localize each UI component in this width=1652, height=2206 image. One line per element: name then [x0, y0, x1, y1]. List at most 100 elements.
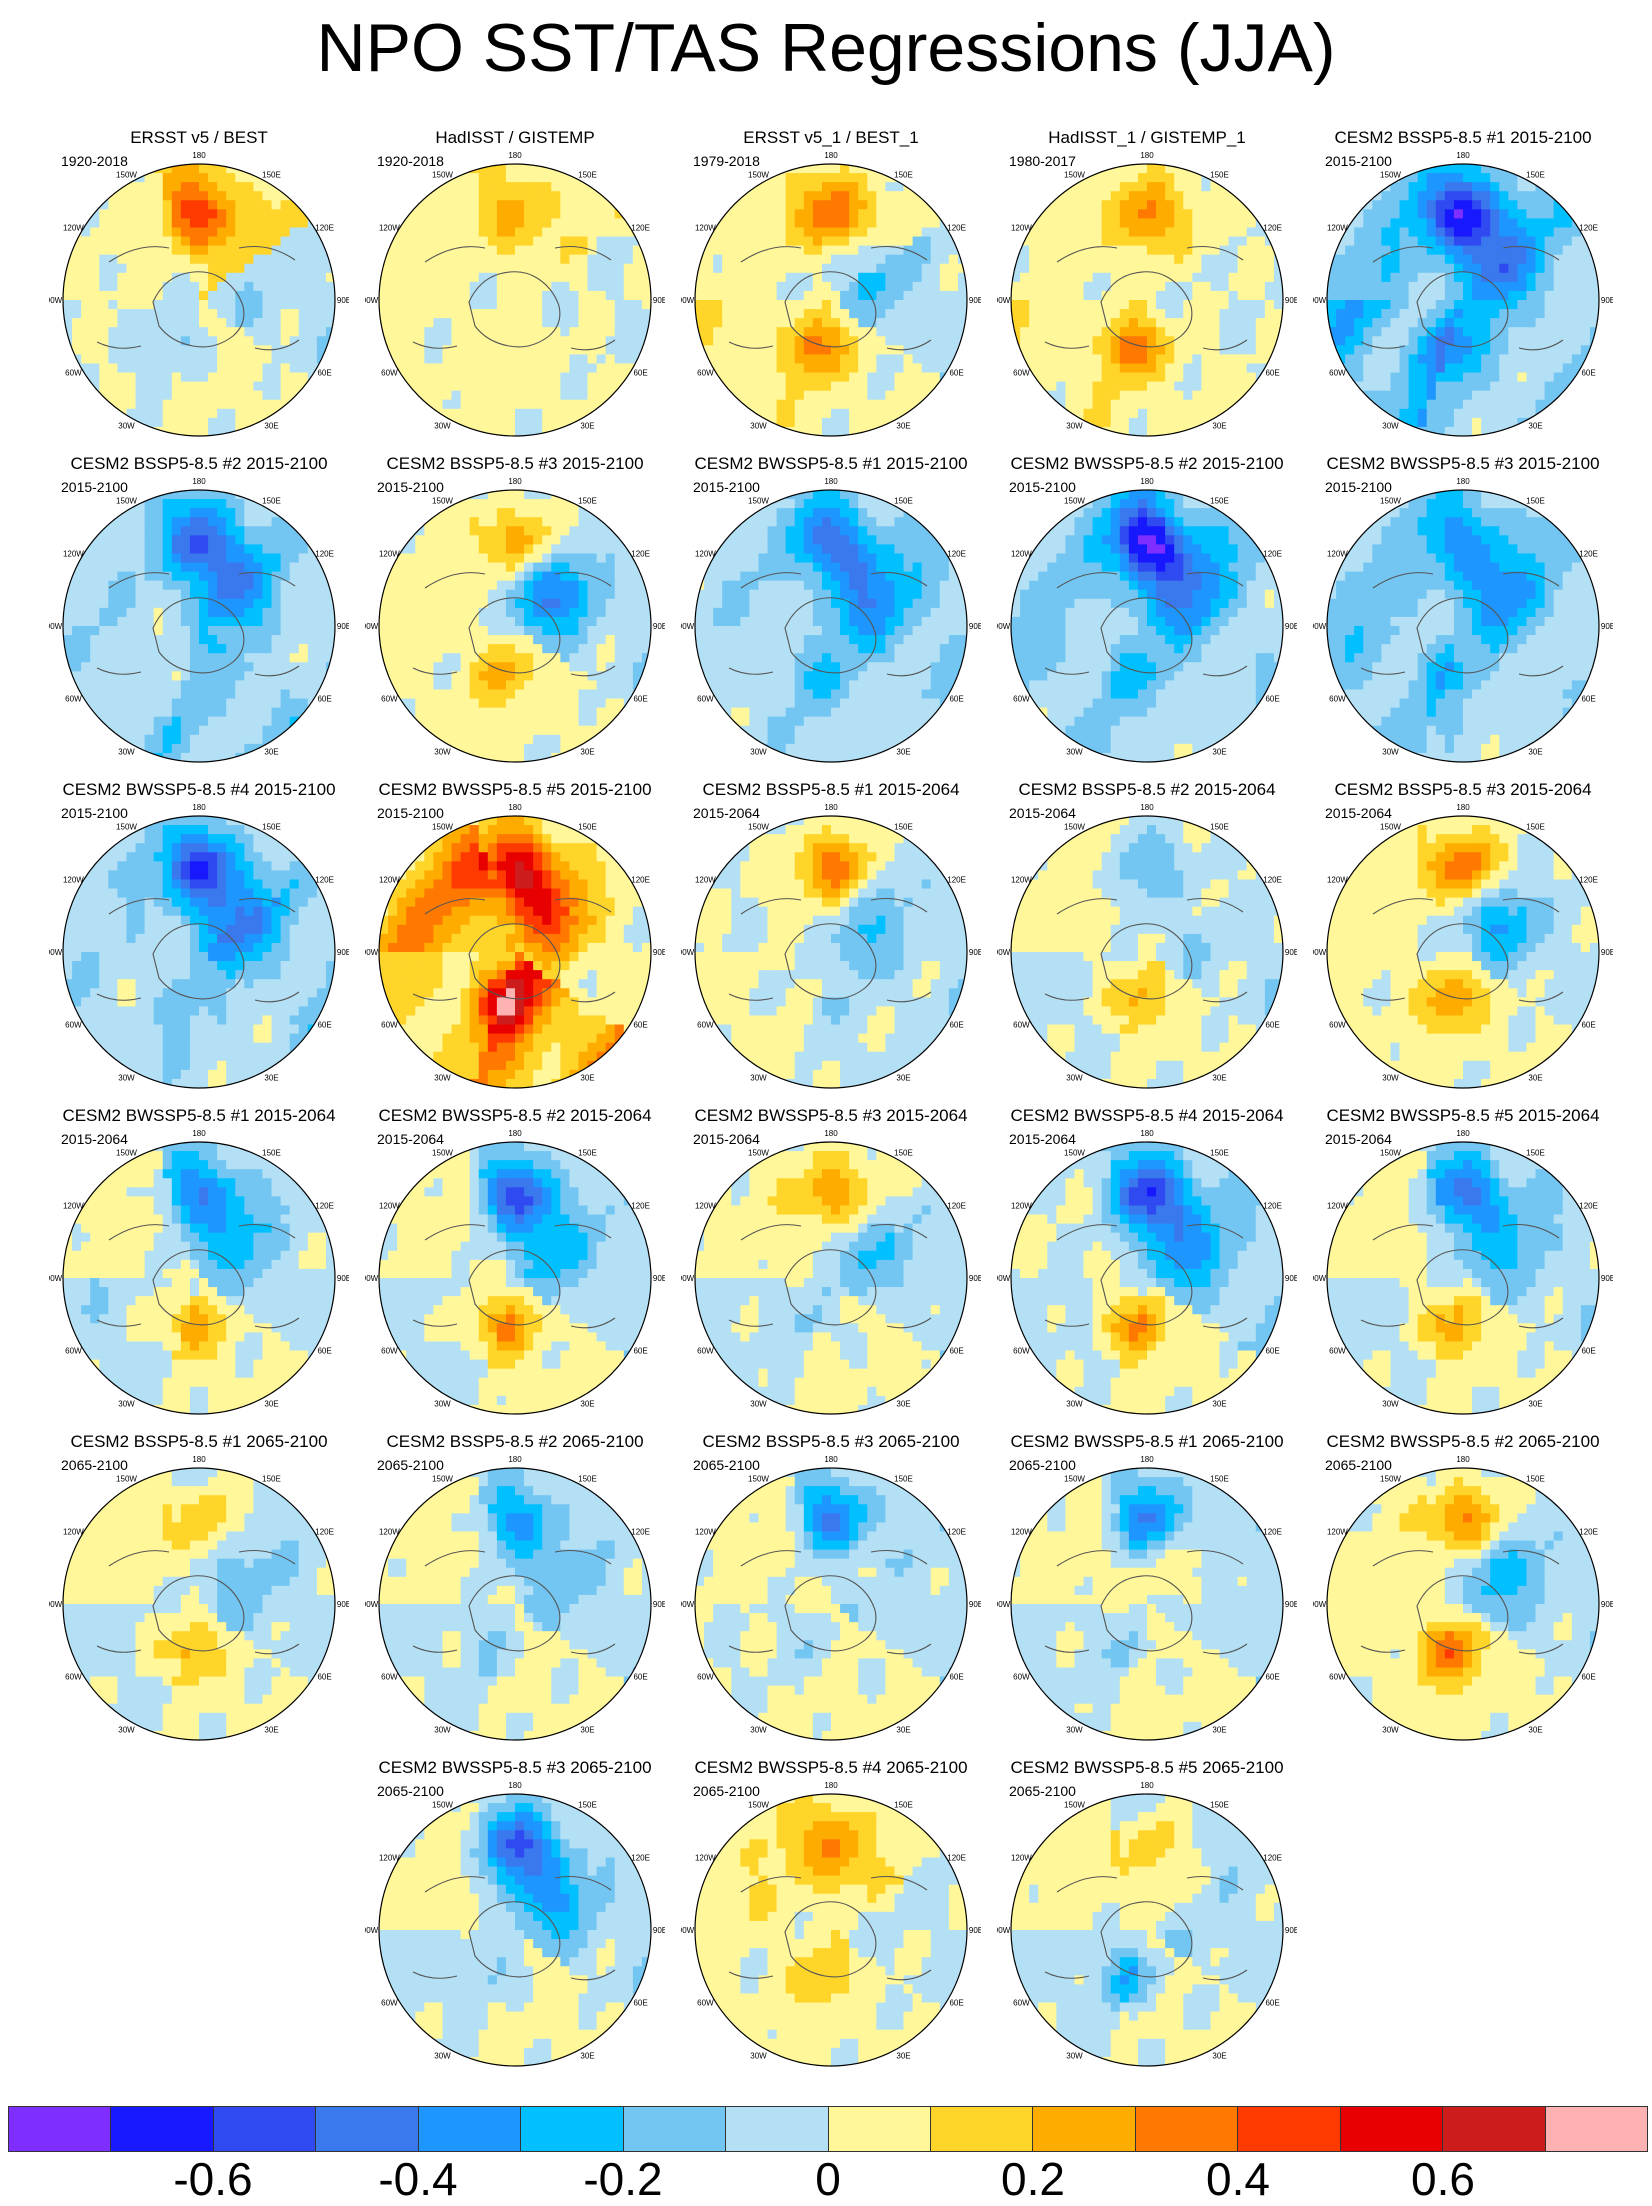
longitude-label: 120E	[1263, 1528, 1282, 1537]
anomaly-field	[695, 1142, 967, 1414]
longitude-label: 60E	[1581, 369, 1595, 378]
map-outline	[1010, 815, 1284, 1089]
panel-title: CESM2 BSSP5-8.5 #1 2015-2064	[681, 780, 981, 800]
longitude-label: 60E	[1265, 369, 1279, 378]
colorbar	[8, 2106, 1648, 2152]
longitude-label: 120W	[379, 1528, 400, 1537]
longitude-label: 150E	[1526, 822, 1545, 831]
longitude-label: 90E	[1601, 622, 1613, 631]
longitude-label: 120E	[315, 876, 334, 885]
map-panel: CESM2 BWSSP5-8.5 #1 2015-2064 2015-2064 18…	[49, 1106, 349, 1420]
longitude-label: 180	[1456, 1130, 1470, 1138]
longitude-label: 60W	[697, 1999, 714, 2008]
longitude-label: 120W	[1011, 1202, 1032, 1211]
anomaly-field	[1011, 1794, 1283, 2066]
longitude-label: 60W	[697, 1021, 714, 1030]
coastline	[1044, 1875, 1248, 1981]
longitude-label: 30W	[1382, 1726, 1399, 1735]
longitude-label: 30W	[1066, 1400, 1083, 1409]
panel-title: CESM2 BSSP5-8.5 #2 2015-2100	[49, 454, 349, 474]
longitude-label: 120W	[63, 224, 84, 233]
longitude-label: 120W	[695, 1202, 716, 1211]
map-outline	[62, 1141, 336, 1415]
longitude-label: 150E	[578, 822, 597, 831]
longitude-label: 90W	[681, 948, 695, 957]
longitude-label: 120E	[631, 224, 650, 233]
longitude-label: 120W	[1327, 224, 1348, 233]
longitude-label: 30W	[1382, 1074, 1399, 1083]
longitude-label: 30E	[264, 1074, 278, 1083]
longitude-label: 60E	[317, 1021, 331, 1030]
longitude-label: 60W	[65, 369, 82, 378]
longitude-label: 30E	[580, 1074, 594, 1083]
anomaly-field	[1011, 816, 1283, 1088]
longitude-label: 90W	[365, 948, 379, 957]
panel-period: 2015-2100	[1325, 479, 1392, 495]
panel-title: CESM2 BWSSP5-8.5 #1 2015-2100	[681, 454, 981, 474]
longitude-label: 60W	[697, 695, 714, 704]
longitude-label: 150E	[1210, 1474, 1229, 1483]
polar-map: 180 150E 120E 90E 60E 30E 0 30W 60W 90W 120W 150W	[49, 804, 349, 1094]
longitude-label: 0	[1461, 441, 1466, 442]
longitude-label: 60E	[317, 1347, 331, 1356]
longitude-label: 60E	[949, 1999, 963, 2008]
coastline	[1044, 571, 1248, 677]
longitude-label: 120W	[379, 876, 400, 885]
coastline	[412, 1223, 616, 1329]
longitude-label: 150E	[1210, 1148, 1229, 1157]
longitude-label: 120W	[63, 876, 84, 885]
longitude-label: 30E	[896, 1726, 910, 1735]
map-panel: CESM2 BWSSP5-8.5 #5 2015-2064 2015-2064 18…	[1313, 1106, 1613, 1420]
coastline	[412, 245, 616, 351]
longitude-label: 0	[1145, 1093, 1150, 1094]
panel-title: CESM2 BSSP5-8.5 #1 2015-2100	[1313, 128, 1613, 148]
longitude-label: 30E	[1212, 1726, 1226, 1735]
longitude-label: 0	[1145, 1419, 1150, 1420]
longitude-label: 30E	[264, 1400, 278, 1409]
coastline	[412, 1875, 616, 1981]
longitude-label: 30E	[580, 1400, 594, 1409]
longitude-label: 90W	[49, 1274, 63, 1283]
longitude-label: 90W	[365, 1274, 379, 1283]
colorbar-tick-label: 0.2	[1001, 2154, 1065, 2204]
anomaly-field	[63, 164, 335, 436]
longitude-label: 30E	[1528, 422, 1542, 431]
longitude-label: 60E	[317, 1673, 331, 1682]
longitude-label: 60E	[633, 1999, 647, 2008]
longitude-label: 150E	[1210, 822, 1229, 831]
longitude-label: 150W	[1064, 1474, 1085, 1483]
longitude-label: 90W	[1313, 1274, 1327, 1283]
longitude-label: 90E	[1285, 1926, 1297, 1935]
colorbar-swatch	[316, 2107, 419, 2151]
longitude-label: 60E	[949, 1347, 963, 1356]
panel-title: CESM2 BWSSP5-8.5 #3 2015-2100	[1313, 454, 1613, 474]
longitude-label: 90W	[49, 948, 63, 957]
anomaly-field	[1327, 1468, 1599, 1740]
anomaly-field	[1327, 490, 1599, 762]
longitude-label: 60W	[697, 1673, 714, 1682]
longitude-label: 90E	[1285, 296, 1297, 305]
longitude-label: 60W	[381, 369, 398, 378]
longitude-label: 90W	[1313, 1600, 1327, 1609]
colorbar-tick-label: -0.2	[583, 2154, 662, 2204]
longitude-label: 90E	[1285, 948, 1297, 957]
colorbar-swatch	[111, 2107, 214, 2151]
map-panel: ERSST v5_1 / BEST_1 1979-2018 180 150E 120E 9…	[681, 128, 981, 442]
longitude-label: 30E	[1212, 1400, 1226, 1409]
longitude-label: 30W	[118, 1726, 135, 1735]
coastline	[1360, 1223, 1564, 1329]
panel-period: 1979-2018	[693, 153, 760, 169]
anomaly-field	[379, 164, 651, 436]
longitude-label: 60W	[1013, 1021, 1030, 1030]
longitude-label: 60W	[1329, 1673, 1346, 1682]
longitude-label: 30W	[118, 1074, 135, 1083]
longitude-label: 150E	[578, 496, 597, 505]
longitude-label: 60E	[633, 369, 647, 378]
longitude-label: 60W	[697, 369, 714, 378]
longitude-label: 90E	[1601, 1274, 1613, 1283]
panel-period: 2015-2100	[377, 479, 444, 495]
coastline	[728, 897, 932, 1003]
longitude-label: 60W	[697, 1347, 714, 1356]
longitude-label: 90E	[1285, 1274, 1297, 1283]
longitude-label: 60E	[949, 1673, 963, 1682]
